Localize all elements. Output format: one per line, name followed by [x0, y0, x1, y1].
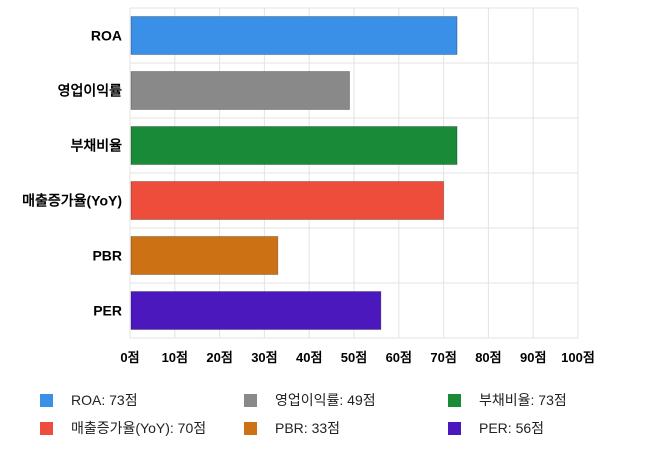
legend-label: 부채비율: 73점 — [479, 392, 567, 408]
bar — [130, 16, 458, 55]
y-tick-label: ROA — [91, 28, 122, 44]
legend-swatch — [448, 393, 461, 407]
legend-item: PER: 56점 — [448, 418, 638, 438]
bar — [130, 236, 279, 275]
x-tick-label: 40점 — [296, 350, 322, 365]
y-tick-label: PER — [93, 303, 122, 319]
x-tick-label: 60점 — [386, 350, 412, 365]
legend-label: PER: 56점 — [479, 420, 545, 436]
legend-item: 영업이익률: 49점 — [244, 390, 448, 410]
x-tick-label: 50점 — [341, 350, 367, 365]
x-tick-label: 90점 — [520, 350, 546, 365]
bar — [130, 126, 458, 165]
x-axis-ticks: 0점 10점 20점 30점 40점 50점 60점 70점 80점 90점 100점 — [120, 350, 594, 365]
x-tick-label: 20점 — [206, 350, 232, 365]
legend-swatch — [40, 393, 53, 407]
legend-swatch — [448, 421, 461, 435]
y-tick-label: 부채비율 — [70, 138, 122, 154]
bar — [130, 71, 351, 110]
x-tick-label: 0점 — [120, 350, 139, 365]
x-tick-label: 30점 — [251, 350, 277, 365]
bar — [130, 291, 382, 330]
legend-label: ROA: 73점 — [71, 392, 138, 408]
y-tick-label: 매출증가율(YoY) — [22, 193, 122, 209]
x-tick-label: 70점 — [430, 350, 456, 365]
legend-swatch — [244, 421, 257, 435]
legend-item: PBR: 33점 — [244, 418, 448, 438]
legend-swatch — [40, 421, 53, 435]
legend-swatch — [244, 393, 257, 407]
legend-item: 매출증가율(YoY): 70점 — [40, 418, 244, 438]
legend-item: ROA: 73점 — [40, 390, 244, 410]
x-tick-label: 10점 — [162, 350, 188, 365]
legend-item: 부채비율: 73점 — [448, 390, 638, 410]
grid-lines — [129, 7, 579, 339]
bars — [130, 16, 458, 330]
x-tick-label: 80점 — [475, 350, 501, 365]
y-tick-label: PBR — [92, 248, 122, 264]
legend-label: PBR: 33점 — [275, 420, 341, 436]
x-tick-label: 100점 — [561, 350, 595, 365]
legend-label: 영업이익률: 49점 — [275, 392, 376, 408]
legend-label: 매출증가율(YoY): 70점 — [71, 420, 207, 436]
y-tick-label: 영업이익률 — [58, 83, 123, 99]
bar — [130, 181, 445, 220]
